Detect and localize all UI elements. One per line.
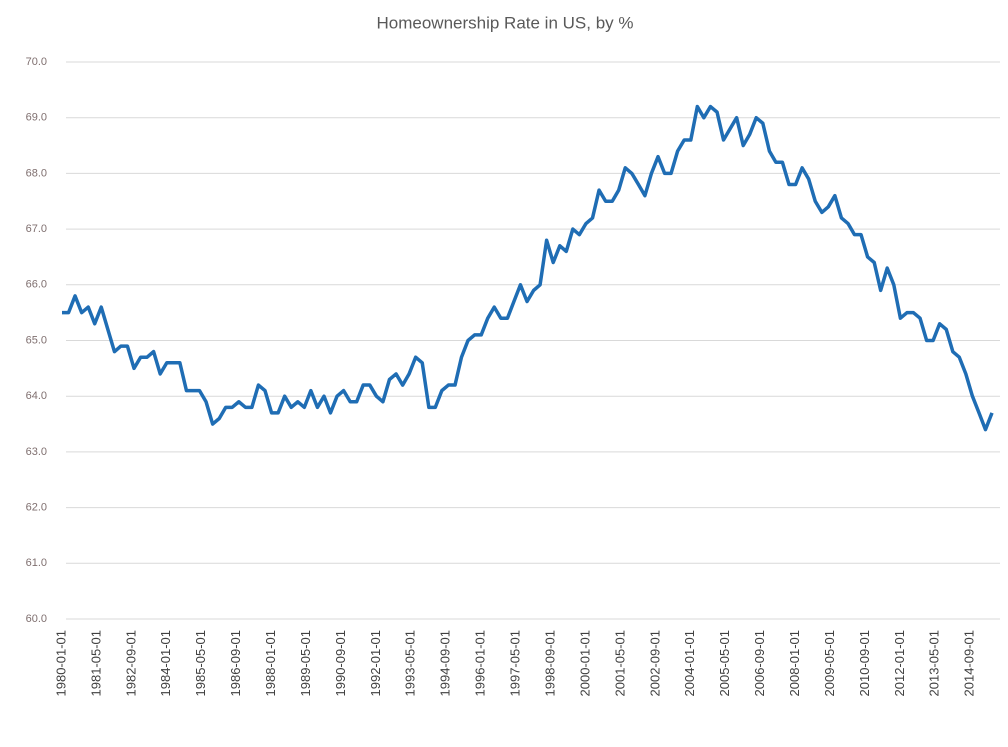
y-tick-label: 67.0 [26, 223, 47, 235]
x-tick-label: 1997-05-01 [507, 630, 522, 697]
x-tick-label: 2006-09-01 [752, 630, 767, 697]
line-series [62, 104, 994, 432]
x-tick-label: 1981-05-01 [88, 630, 103, 697]
x-tick-label: 1988-01-01 [263, 630, 278, 697]
y-tick-label: 61.0 [26, 557, 47, 569]
x-tick-label: 1996-01-01 [473, 630, 488, 697]
x-tick-label: 2005-05-01 [717, 630, 732, 697]
x-tick-label: 2014-09-01 [962, 630, 977, 697]
x-tick-label: 1998-09-01 [543, 630, 558, 697]
x-tick-label: 2012-01-01 [892, 630, 907, 697]
y-tick-label: 70.0 [26, 56, 47, 68]
y-tick-label: 64.0 [26, 390, 47, 402]
x-tick-label: 2000-01-01 [577, 630, 592, 697]
x-tick-label: 1982-09-01 [123, 630, 138, 697]
y-tick-label: 60.0 [26, 613, 47, 625]
y-tick-label: 69.0 [26, 112, 47, 124]
y-tick-label: 68.0 [26, 167, 47, 179]
y-tick-label: 63.0 [26, 446, 47, 458]
y-tick-label: 66.0 [26, 279, 47, 291]
x-tick-label: 1986-09-01 [228, 630, 243, 697]
x-tick-label: 1992-01-01 [368, 630, 383, 697]
x-tick-label: 2002-09-01 [647, 630, 662, 697]
x-tick-label: 2010-09-01 [857, 630, 872, 697]
x-tick-label: 2001-05-01 [612, 630, 627, 697]
chart-title: Homeownership Rate in US, by % [376, 13, 633, 32]
x-tick-label: 2008-01-01 [787, 630, 802, 697]
x-tick-label: 1989-05-01 [298, 630, 313, 697]
x-tick-label: 1980-01-01 [53, 630, 68, 697]
x-tick-label: 1994-09-01 [438, 630, 453, 697]
x-tick-label: 1984-01-01 [158, 630, 173, 697]
x-tick-label: 2004-01-01 [682, 630, 697, 697]
x-tick-label: 2009-05-01 [822, 630, 837, 697]
y-tick-label: 62.0 [26, 502, 47, 514]
y-tick-label: 65.0 [26, 334, 47, 346]
x-tick-label: 1990-09-01 [333, 630, 348, 697]
x-tick-label: 1985-05-01 [193, 630, 208, 697]
x-tick-label: 2013-05-01 [927, 630, 942, 697]
x-tick-label: 1993-05-01 [403, 630, 418, 697]
